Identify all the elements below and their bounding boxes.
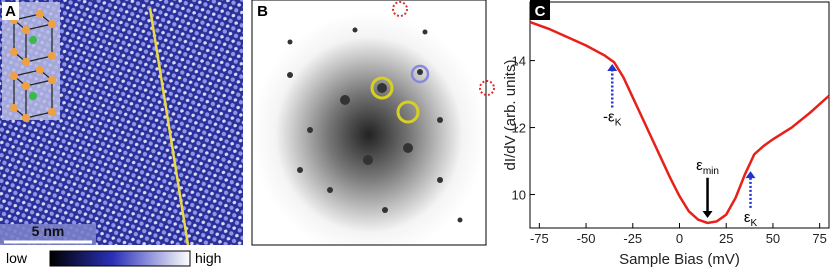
panel-b: B	[251, 0, 495, 246]
annotation-text: ε	[696, 157, 703, 174]
annotation-text: ε	[744, 209, 751, 226]
scale-bar-bg	[0, 224, 96, 245]
panel-c: C -75 -50 -25 0 25 50 75 10 12 14 Sample Bias (mV)…	[502, 0, 830, 268]
x-tick-label: -50	[577, 231, 596, 246]
marker-circle	[396, 100, 420, 124]
x-tick-label: 75	[812, 231, 826, 246]
fft-image	[251, 0, 487, 246]
colorbar-high: high	[195, 250, 221, 266]
colorbar	[49, 250, 191, 267]
annotation-subscript: min	[703, 166, 719, 177]
annotation-label: εmin	[696, 157, 719, 177]
line-cut	[148, 7, 190, 246]
y-tick-label: 10	[512, 188, 526, 203]
annotation-subscript: K	[751, 218, 758, 229]
arrow-head	[607, 63, 618, 71]
arrow-head	[702, 210, 713, 218]
panel-label: C	[535, 3, 546, 20]
x-tick-label: -25	[623, 231, 642, 246]
y-axis-label: dI/dV (arb. units)	[502, 60, 519, 171]
scale-bar-label: 5 nm	[32, 223, 65, 239]
label-box	[2, 2, 19, 20]
annotation-subscript: K	[615, 117, 622, 128]
annotation-label: -εK	[603, 108, 622, 128]
panel-a: A 5 nm low high	[0, 0, 243, 267]
data-line	[529, 20, 830, 225]
colorbar-low: low	[6, 250, 28, 266]
x-tick-label: 25	[719, 231, 733, 246]
arrow-head	[745, 171, 756, 179]
fft-spots	[287, 27, 463, 223]
panel-label: A	[5, 3, 16, 20]
label-box	[254, 2, 271, 20]
marker-circle	[392, 1, 408, 17]
marker-circle	[479, 80, 495, 96]
x-axis-label: Sample Bias (mV)	[619, 251, 740, 268]
annotation-text: -ε	[603, 108, 615, 125]
annotation-label: εK	[744, 209, 758, 229]
y-tick-label: 12	[512, 121, 526, 136]
marker-circle	[370, 76, 394, 100]
panel-label: B	[257, 3, 268, 20]
x-tick-label: 50	[766, 231, 780, 246]
label-box	[530, 0, 550, 20]
x-tick-label: 0	[676, 231, 683, 246]
x-tick-label: -75	[530, 231, 549, 246]
y-tick-label: 14	[512, 54, 526, 69]
marker-circle	[410, 64, 430, 84]
